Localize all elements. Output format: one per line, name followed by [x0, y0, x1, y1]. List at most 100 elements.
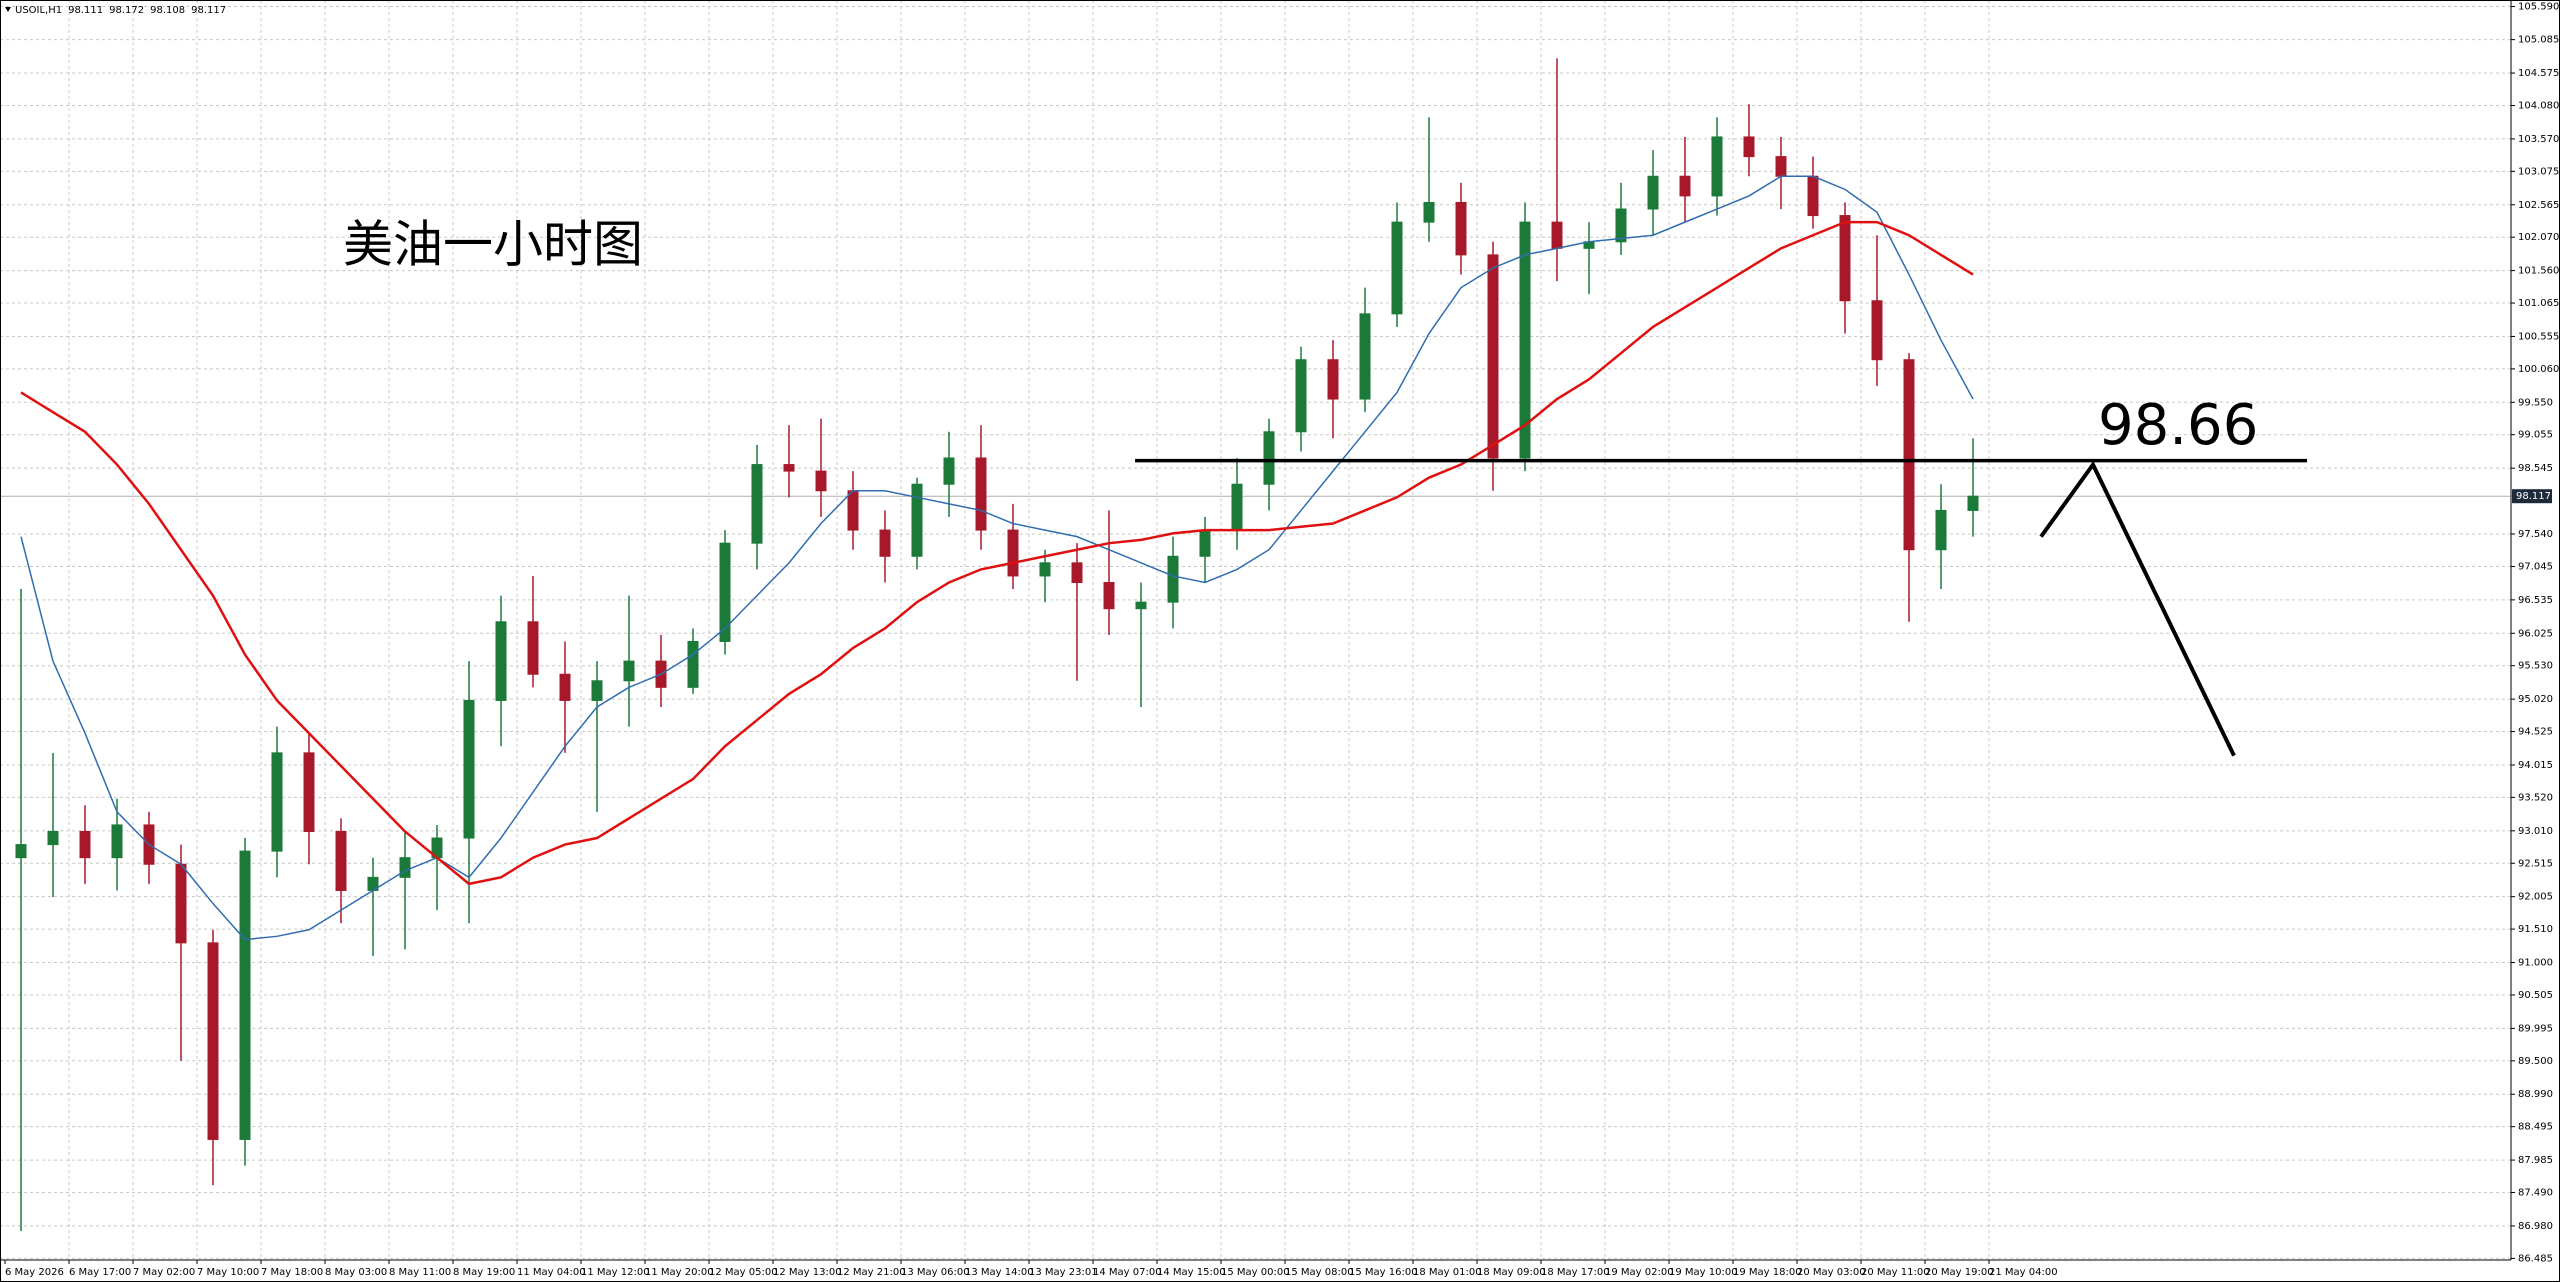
- y-tick-label: 88.990: [2518, 1089, 2553, 1100]
- x-tick-label: 8 May 03:00: [325, 1267, 387, 1278]
- symbol: USOIL,H1: [15, 5, 62, 16]
- x-tick-label: 11 May 04:00: [517, 1267, 586, 1278]
- candle-body: [1743, 136, 1755, 158]
- y-tick-label: 101.065: [2518, 298, 2559, 309]
- x-tick-label: 19 May 10:00: [1669, 1267, 1738, 1278]
- candle-body: [591, 680, 603, 701]
- plot: 98.66: [0, 58, 2511, 1232]
- y-tick-label: 105.085: [2518, 35, 2559, 46]
- y-tick-label: 99.550: [2518, 397, 2553, 408]
- candle-body: [1295, 359, 1307, 433]
- candle-body: [1647, 175, 1659, 210]
- x-tick-label: 11 May 20:00: [645, 1267, 714, 1278]
- x-tick-label: 12 May 13:00: [773, 1267, 842, 1278]
- candle-body: [1711, 136, 1723, 197]
- header: USOIL,H1 98.111 98.172 98.108 98.117: [15, 5, 226, 16]
- y-tick-label: 91.510: [2518, 924, 2553, 935]
- candle-body: [47, 830, 59, 846]
- x-tick-label: 7 May 02:00: [133, 1267, 195, 1278]
- candle-body: [175, 863, 187, 944]
- x-tick-label: 15 May 08:00: [1285, 1267, 1354, 1278]
- candle-body: [239, 850, 251, 1140]
- x-tick-label: 8 May 11:00: [389, 1267, 451, 1278]
- y-tick-label: 104.080: [2518, 100, 2559, 111]
- x-tick-label: 6 May 2026: [5, 1267, 64, 1278]
- x-tick-label: 13 May 06:00: [901, 1267, 970, 1278]
- candle-body: [1071, 562, 1083, 583]
- x-tick-label: 18 May 17:00: [1541, 1267, 1610, 1278]
- x-tick-label: 20 May 03:00: [1797, 1267, 1866, 1278]
- candle-body: [15, 844, 27, 859]
- last-price-tag: [2512, 489, 2552, 504]
- candle-body: [1007, 529, 1019, 577]
- y-tick-label: 104.575: [2518, 68, 2559, 79]
- x-tick-label: 15 May 00:00: [1221, 1267, 1290, 1278]
- y-tick-label: 95.530: [2518, 661, 2553, 672]
- x-tick-label: 14 May 07:00: [1093, 1267, 1162, 1278]
- x-tick-label: 12 May 21:00: [837, 1267, 906, 1278]
- y-tick-label: 105.590: [2518, 2, 2559, 13]
- y-tick-label: 93.010: [2518, 826, 2553, 837]
- y-tick-label: 93.520: [2518, 792, 2553, 803]
- y-tick-label: 100.555: [2518, 331, 2559, 342]
- candle-body: [1231, 483, 1243, 531]
- candle-body: [79, 830, 91, 859]
- y-tick-label: 91.000: [2518, 958, 2553, 969]
- y-tick-label: 88.495: [2518, 1122, 2553, 1133]
- x-tick-label: 20 May 19:00: [1925, 1267, 1994, 1278]
- candle-body: [623, 660, 635, 682]
- candle-body: [1327, 359, 1339, 400]
- candle-body: [1935, 509, 1947, 551]
- level-label: 98.66: [2098, 393, 2258, 458]
- candle-body: [1423, 201, 1435, 223]
- x-tick-label: 19 May 02:00: [1605, 1267, 1674, 1278]
- x-tick-label: 20 May 11:00: [1861, 1267, 1930, 1278]
- x-tick-label: 19 May 18:00: [1733, 1267, 1802, 1278]
- moving-average: [20, 220, 1974, 886]
- candle-body: [527, 621, 539, 675]
- x-tick-label: 13 May 14:00: [965, 1267, 1034, 1278]
- y-tick-label: 96.535: [2518, 595, 2553, 606]
- x-tick-label: 18 May 01:00: [1413, 1267, 1482, 1278]
- candle-body: [1519, 221, 1531, 459]
- y-tick-label: 97.045: [2518, 561, 2553, 572]
- x-tick-label: 7 May 18:00: [261, 1267, 323, 1278]
- header-price: 98.111: [68, 5, 103, 16]
- candle-body: [1199, 529, 1211, 557]
- candle-body: [303, 752, 315, 832]
- candle-body: [975, 457, 987, 531]
- y-tick-label: 98.545: [2518, 463, 2553, 474]
- candle-body: [1551, 221, 1563, 249]
- x-tick-label: 15 May 16:00: [1349, 1267, 1418, 1278]
- y-tick-label: 90.505: [2518, 990, 2553, 1001]
- header-price: 98.108: [150, 5, 185, 16]
- y-tick-label: 96.025: [2518, 628, 2553, 639]
- candle-body: [847, 490, 859, 531]
- candle-body: [943, 457, 955, 485]
- candle-body: [559, 673, 571, 701]
- candle-body: [1359, 313, 1371, 400]
- candle-body: [751, 464, 763, 544]
- chart-title: 美油一小时图: [343, 216, 643, 274]
- candle-body: [495, 621, 507, 701]
- candle-body: [1039, 562, 1051, 577]
- y-tick-label: 94.015: [2518, 760, 2553, 771]
- candle-body: [1679, 175, 1691, 197]
- arrow: [2039, 460, 2236, 757]
- grid: [0, 0, 2511, 1260]
- menu-icon[interactable]: [5, 7, 11, 12]
- candle-body: [719, 542, 731, 642]
- candle-body: [1135, 601, 1147, 610]
- candle-body: [687, 640, 699, 688]
- y-tick-label: 103.075: [2518, 166, 2559, 177]
- header-price: 98.117: [191, 5, 226, 16]
- last-price-label: 98.117: [2516, 491, 2551, 502]
- candle-body: [399, 857, 411, 878]
- y-tick-label: 103.570: [2518, 134, 2559, 145]
- candle-body: [1807, 175, 1819, 217]
- candle-body: [1455, 201, 1467, 256]
- x-tick-label: 7 May 10:00: [197, 1267, 259, 1278]
- x-tick-label: 8 May 19:00: [453, 1267, 515, 1278]
- candle-body: [463, 699, 475, 839]
